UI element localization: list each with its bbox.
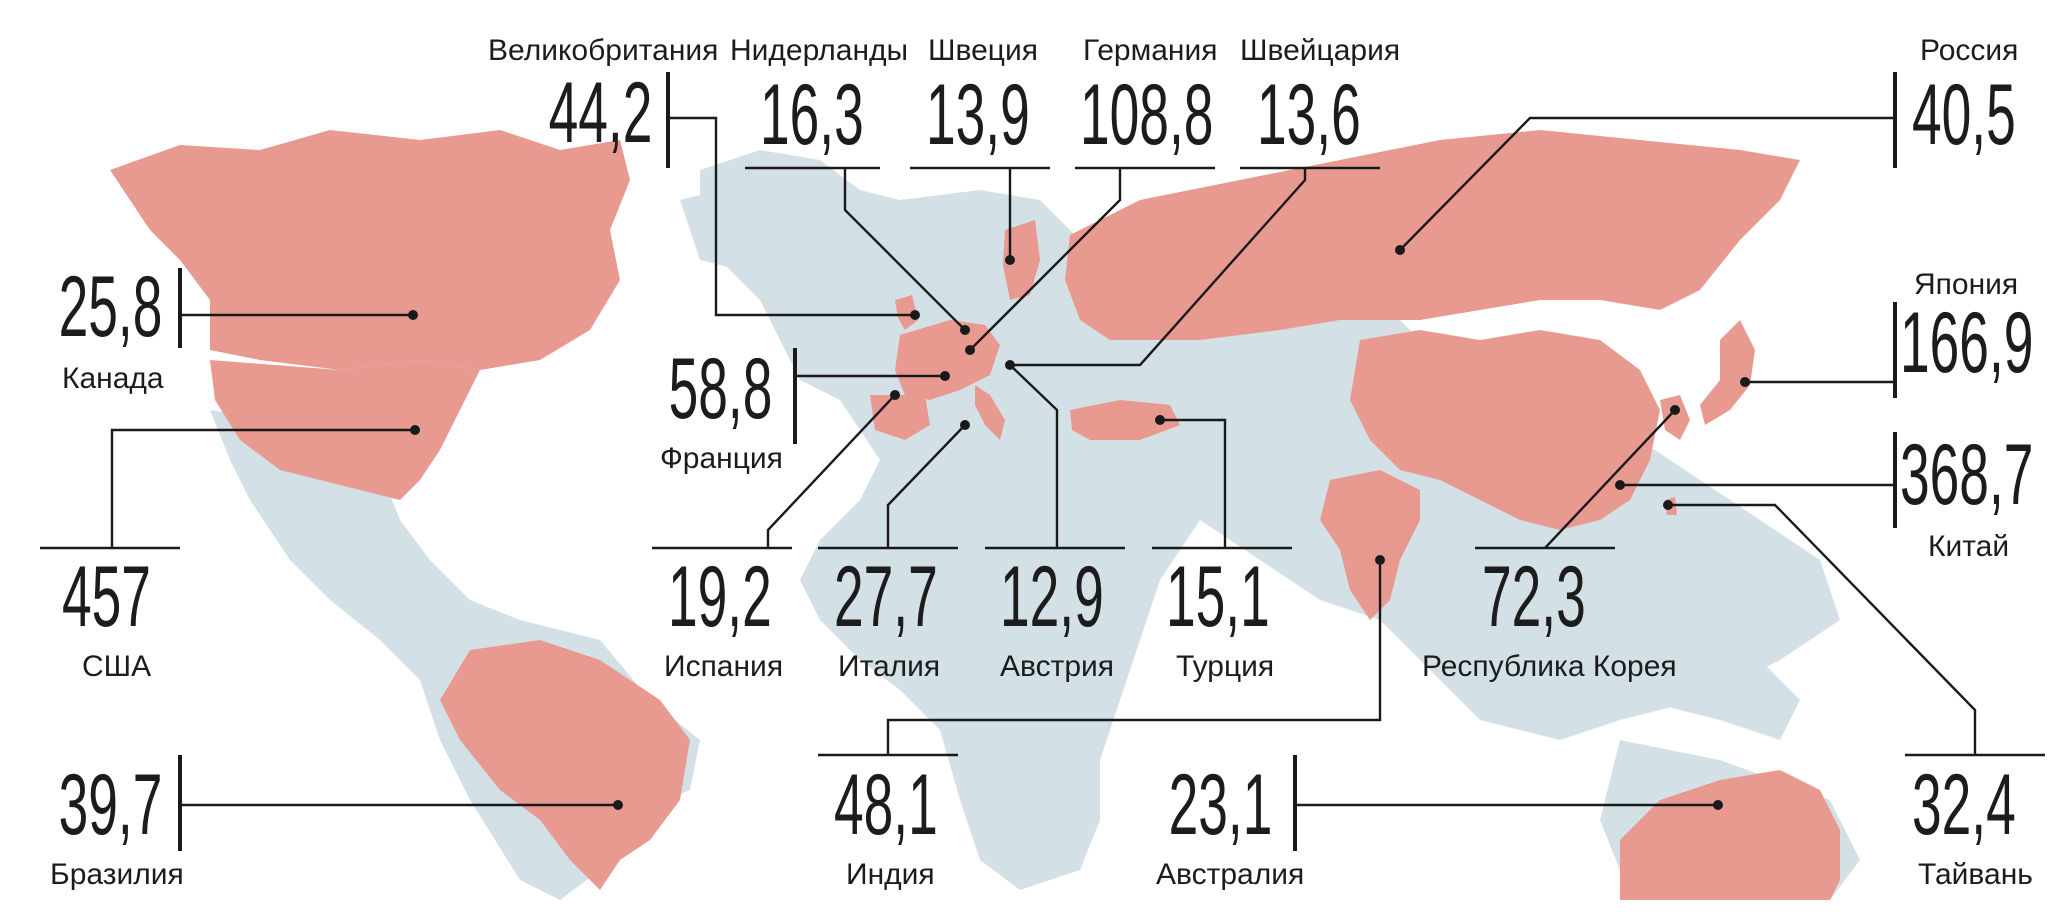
- country-name-uk: Великобритания: [488, 34, 719, 67]
- country-value-fr: 58,8: [668, 341, 772, 437]
- country-value-ru: 40,5: [1912, 67, 2016, 163]
- country-name-ch: Швейцария: [1240, 34, 1401, 67]
- country-name-jp: Япония: [1914, 268, 2019, 301]
- country-name-tr: Турция: [1176, 650, 1275, 683]
- country-shape-sweden: [1003, 220, 1040, 300]
- country-value-jp: 166,9: [1900, 295, 2034, 391]
- country-value-us: 457: [62, 549, 151, 645]
- country-value-tw: 32,4: [1912, 757, 2016, 853]
- country-value-at: 12,9: [1000, 549, 1104, 645]
- country-value-se: 13,9: [926, 67, 1030, 163]
- country-value-nl: 16,3: [760, 67, 864, 163]
- country-shape-australia: [1620, 770, 1840, 900]
- country-value-in: 48,1: [834, 757, 938, 853]
- country-name-fr: Франция: [660, 442, 783, 475]
- country-name-cn: Китай: [1928, 530, 2010, 563]
- country-value-es: 19,2: [668, 549, 772, 645]
- country-shape-uk: [895, 295, 918, 330]
- country-name-in: Индия: [846, 858, 935, 891]
- country-shape-korea: [1660, 395, 1690, 440]
- country-shape-japan: [1700, 320, 1755, 425]
- country-value-kr: 72,3: [1482, 549, 1586, 645]
- country-shape-italy: [975, 385, 1005, 440]
- country-name-es: Испания: [664, 650, 784, 683]
- highlighted-countries: [110, 130, 1840, 900]
- country-name-ca: Канада: [62, 362, 164, 395]
- country-shape-china: [1350, 330, 1660, 530]
- country-value-ca: 25,8: [58, 259, 162, 355]
- country-value-ch: 13,6: [1257, 67, 1361, 163]
- country-name-at: Австрия: [1000, 650, 1115, 683]
- country-value-de: 108,8: [1080, 67, 1214, 163]
- country-shape-brazil: [440, 640, 690, 890]
- country-name-it: Италия: [838, 650, 941, 683]
- country-value-tr: 15,1: [1166, 549, 1270, 645]
- country-name-br: Бразилия: [50, 858, 184, 891]
- country-value-au: 23,1: [1168, 757, 1272, 853]
- country-name-us: США: [82, 650, 152, 683]
- country-name-ru: Россия: [1920, 34, 2019, 67]
- country-shape-turkey: [1070, 400, 1180, 440]
- country-name-se: Швеция: [928, 34, 1038, 67]
- callout-lines: [40, 72, 2045, 851]
- country-name-de: Германия: [1083, 34, 1218, 67]
- country-value-uk: 44,2: [548, 65, 652, 161]
- location-dots: [408, 245, 1750, 810]
- country-shape-western-europe: [895, 320, 1000, 400]
- country-shape-russia: [1065, 130, 1800, 340]
- country-shape-india: [1320, 470, 1420, 620]
- country-value-it: 27,7: [834, 549, 938, 645]
- country-value-br: 39,7: [58, 757, 162, 853]
- country-value-cn: 368,7: [1900, 427, 2034, 523]
- country-name-nl: Нидерланды: [730, 34, 909, 67]
- country-name-kr: Республика Корея: [1422, 650, 1677, 683]
- country-name-tw: Тайвань: [1918, 858, 2033, 891]
- country-name-au: Австралия: [1156, 858, 1305, 891]
- country-shape-canada: [110, 130, 630, 370]
